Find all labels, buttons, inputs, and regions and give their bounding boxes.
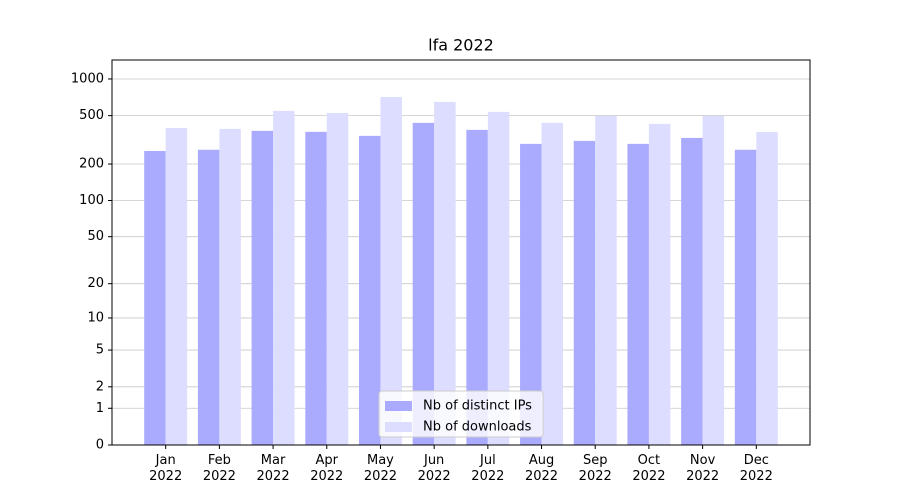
x-tick-label: Apr 2022 bbox=[310, 453, 344, 484]
x-tick-label: Oct 2022 bbox=[632, 453, 666, 484]
y-tick-label: 200 bbox=[79, 157, 104, 172]
bar bbox=[197, 149, 220, 445]
y-tick-label: 100 bbox=[79, 193, 104, 208]
bar bbox=[627, 143, 649, 445]
y-tick-label: 5 bbox=[96, 343, 104, 358]
x-tick-label: Jul 2022 bbox=[471, 453, 505, 484]
y-tick-label: 20 bbox=[87, 276, 104, 291]
y-tick-label: 10 bbox=[87, 310, 104, 325]
x-tick-label: Nov 2022 bbox=[686, 453, 720, 484]
bar bbox=[595, 115, 617, 446]
bar bbox=[466, 129, 488, 446]
bar bbox=[412, 122, 435, 445]
y-tick-label: 0 bbox=[96, 438, 104, 453]
bar bbox=[681, 137, 703, 446]
legend-label: Nb of distinct IPs bbox=[423, 399, 532, 414]
y-tick-label: 500 bbox=[79, 108, 104, 123]
y-tick-label: 2 bbox=[96, 379, 104, 394]
legend-frame bbox=[378, 390, 544, 438]
bar bbox=[573, 140, 596, 445]
bar bbox=[520, 143, 542, 445]
legend-swatch bbox=[385, 401, 412, 411]
x-tick-label: Mar 2022 bbox=[256, 453, 290, 484]
legend: Nb of distinct IPs Nb of downloads bbox=[378, 390, 544, 438]
x-tick-label: Feb 2022 bbox=[202, 453, 236, 484]
y-tick-label: 50 bbox=[87, 229, 104, 244]
legend-label: Nb of downloads bbox=[423, 420, 532, 435]
y-tick-label: 1 bbox=[96, 401, 104, 416]
bar bbox=[251, 130, 274, 445]
bar bbox=[273, 110, 295, 446]
bar bbox=[165, 127, 188, 445]
x-tick-label: Dec 2022 bbox=[739, 453, 773, 484]
legend-swatch bbox=[385, 422, 412, 432]
bar bbox=[541, 122, 564, 445]
y-tick-label: 1000 bbox=[71, 71, 104, 86]
bar bbox=[358, 135, 381, 445]
x-tick-label: May 2022 bbox=[363, 453, 397, 484]
bar bbox=[305, 131, 327, 446]
plot-frame bbox=[111, 59, 811, 446]
bar bbox=[144, 151, 166, 445]
bar bbox=[380, 96, 402, 445]
x-tick-label: Aug 2022 bbox=[524, 453, 559, 484]
bar bbox=[219, 128, 241, 445]
bar bbox=[648, 123, 671, 445]
bar bbox=[326, 112, 349, 446]
x-tick-label: Jan 2022 bbox=[149, 453, 183, 484]
x-tick-label: Jun 2022 bbox=[417, 453, 451, 484]
bar bbox=[734, 149, 757, 445]
bar bbox=[756, 131, 778, 445]
chart-title: lfa 2022 bbox=[428, 36, 494, 55]
bar bbox=[434, 101, 456, 445]
bar bbox=[702, 115, 725, 446]
x-tick-label: Sep 2022 bbox=[578, 453, 612, 484]
bar bbox=[487, 111, 510, 445]
